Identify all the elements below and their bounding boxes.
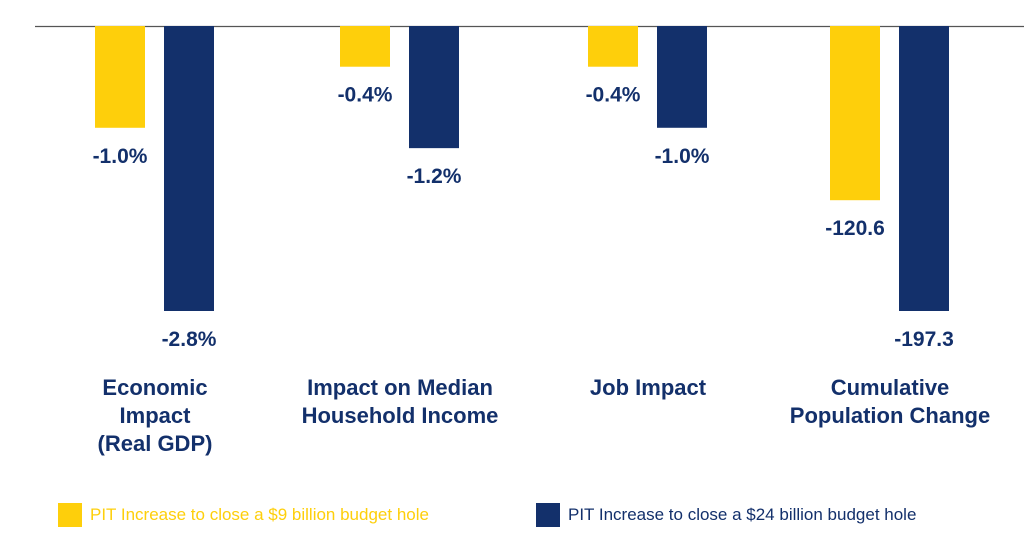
- bar-population-change-24-billion: [899, 26, 949, 311]
- bar-household-income-9-billion: [340, 26, 390, 67]
- legend-label-24-billion: PIT Increase to close a $24 billion budg…: [568, 505, 917, 524]
- legend-swatch-yellow: [58, 503, 82, 527]
- category-label-line: Impact on Median: [307, 375, 493, 400]
- value-labels-group: -1.0% -2.8% -0.4% -1.2% -0.4% -1.0% -120.6 -197…: [93, 84, 954, 351]
- value-label-job-impact-24-billion: -1.0%: [655, 145, 710, 168]
- category-label-job-impact: Job Impact: [590, 375, 707, 400]
- category-label-line: Impact: [120, 403, 192, 428]
- value-label-economic-impact-9-billion: -1.0%: [93, 145, 148, 168]
- category-label-household-income: Impact on Median Household Income: [302, 375, 499, 428]
- category-label-population-change: Cumulative Population Change: [790, 375, 990, 428]
- bar-economic-impact-24-billion: [164, 26, 214, 311]
- category-label-line: Economic: [102, 375, 207, 400]
- value-label-population-change-24-billion: -197.3: [894, 328, 954, 351]
- legend-swatch-blue: [536, 503, 560, 527]
- value-label-job-impact-9-billion: -0.4%: [586, 84, 641, 107]
- bar-job-impact-24-billion: [657, 26, 707, 128]
- value-label-household-income-9-billion: -0.4%: [338, 84, 393, 107]
- category-labels-group: Economic Impact (Real GDP) Impact on Median…: [98, 375, 991, 456]
- bar-household-income-24-billion: [409, 26, 459, 149]
- value-label-population-change-9-billion: -120.6: [825, 217, 885, 240]
- category-label-line: Cumulative: [831, 375, 950, 400]
- bars-group: [95, 26, 949, 311]
- category-label-line: (Real GDP): [98, 431, 213, 456]
- bar-population-change-9-billion: [830, 26, 880, 201]
- bar-job-impact-9-billion: [588, 26, 638, 67]
- legend-item-24-billion: PIT Increase to close a $24 billion budg…: [536, 503, 916, 527]
- category-label-line: Household Income: [302, 403, 499, 428]
- legend-label-9-billion: PIT Increase to close a $9 billion budge…: [90, 505, 429, 524]
- bar-economic-impact-9-billion: [95, 26, 145, 128]
- category-label-economic-impact: Economic Impact (Real GDP): [98, 375, 213, 456]
- category-label-line: Job Impact: [590, 375, 707, 400]
- legend-item-9-billion: PIT Increase to close a $9 billion budge…: [58, 503, 429, 527]
- value-label-household-income-24-billion: -1.2%: [407, 165, 462, 188]
- value-label-economic-impact-24-billion: -2.8%: [162, 328, 217, 351]
- category-label-line: Population Change: [790, 403, 990, 428]
